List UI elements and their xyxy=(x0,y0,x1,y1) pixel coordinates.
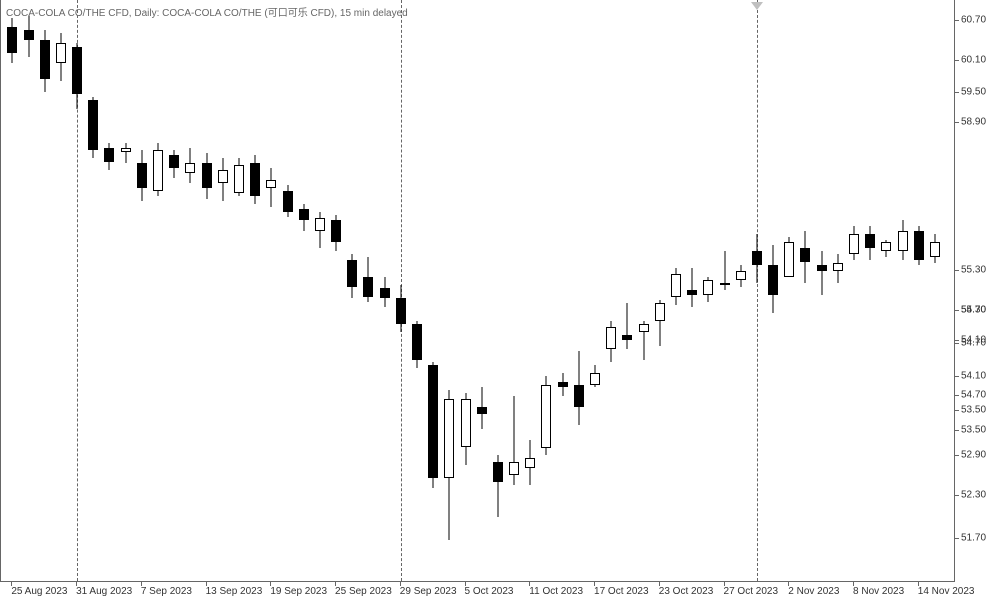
x-tick-label: 17 Oct 2023 xyxy=(594,586,648,597)
x-tick-label: 19 Sep 2023 xyxy=(270,586,327,597)
x-tick-label: 29 Sep 2023 xyxy=(400,586,457,597)
y-tick-label: 58.90 xyxy=(961,117,986,128)
candle xyxy=(396,0,406,582)
candle xyxy=(865,0,875,582)
y-axis: 60.7060.1059.5058.9055.3054.7054.1055.30… xyxy=(955,0,999,582)
candle xyxy=(7,0,17,582)
candle xyxy=(88,0,98,582)
candle xyxy=(24,0,34,582)
candle xyxy=(234,0,244,582)
x-tick-label: 27 Oct 2023 xyxy=(724,586,778,597)
candle xyxy=(800,0,810,582)
candle xyxy=(622,0,632,582)
chart-title: COCA-COLA CO/THE CFD, Daily: COCA-COLA C… xyxy=(6,4,408,19)
candle xyxy=(849,0,859,582)
candle xyxy=(477,0,487,582)
candle xyxy=(752,0,762,582)
candle xyxy=(121,0,131,582)
candle xyxy=(606,0,616,582)
candle xyxy=(574,0,584,582)
x-tick-label: 7 Sep 2023 xyxy=(141,586,192,597)
y-tick-label: 52.30 xyxy=(961,490,986,501)
candle xyxy=(768,0,778,582)
candle xyxy=(655,0,665,582)
candle xyxy=(461,0,471,582)
candle xyxy=(541,0,551,582)
x-tick-label: 31 Aug 2023 xyxy=(76,586,132,597)
candle xyxy=(56,0,66,582)
candle xyxy=(736,0,746,582)
y-tick-label: 59.50 xyxy=(961,87,986,98)
candle xyxy=(185,0,195,582)
candle xyxy=(881,0,891,582)
candle xyxy=(639,0,649,582)
candle xyxy=(283,0,293,582)
candle xyxy=(687,0,697,582)
candle xyxy=(40,0,50,582)
candle xyxy=(817,0,827,582)
x-tick-label: 23 Oct 2023 xyxy=(659,586,713,597)
candle xyxy=(380,0,390,582)
x-tick-label: 5 Oct 2023 xyxy=(465,586,514,597)
x-tick-label: 25 Aug 2023 xyxy=(11,586,67,597)
candle xyxy=(525,0,535,582)
candle xyxy=(250,0,260,582)
candle xyxy=(315,0,325,582)
y-tick-label: 53.50 xyxy=(961,405,986,416)
candle xyxy=(169,0,179,582)
candle xyxy=(72,0,82,582)
candle xyxy=(558,0,568,582)
candle xyxy=(833,0,843,582)
candle xyxy=(914,0,924,582)
candle xyxy=(509,0,519,582)
x-tick-label: 13 Sep 2023 xyxy=(206,586,263,597)
x-axis: 25 Aug 2023 31 Aug 2023 7 Sep 2023 13 Sep 2… xyxy=(0,582,955,600)
candle xyxy=(930,0,940,582)
candle xyxy=(590,0,600,582)
candle xyxy=(428,0,438,582)
candlestick-chart: COCA-COLA CO/THE CFD, Daily: COCA-COLA C… xyxy=(0,0,999,600)
candle xyxy=(363,0,373,582)
candle xyxy=(784,0,794,582)
candle xyxy=(671,0,681,582)
candle xyxy=(347,0,357,582)
y-tick-label: 52.90 xyxy=(961,450,986,461)
candle xyxy=(137,0,147,582)
candle xyxy=(266,0,276,582)
x-tick-label: 11 Oct 2023 xyxy=(529,586,583,597)
x-tick-label: 8 Nov 2023 xyxy=(853,586,904,597)
candle xyxy=(444,0,454,582)
candle xyxy=(153,0,163,582)
x-tick-label: 25 Sep 2023 xyxy=(335,586,392,597)
y-tick-label: 51.70 xyxy=(961,533,986,544)
candle xyxy=(331,0,341,582)
x-tick-label: 14 Nov 2023 xyxy=(918,586,975,597)
y-tick-label: 54.70 xyxy=(961,390,986,401)
candle xyxy=(898,0,908,582)
candle xyxy=(720,0,730,582)
y-tick-label: 54.10 xyxy=(961,371,986,382)
y-tick-label: 60.10 xyxy=(961,55,986,66)
y-tick-label: 54.10 xyxy=(961,335,986,346)
y-tick-label: 60.70 xyxy=(961,15,986,26)
candle xyxy=(202,0,212,582)
y-tick-label: 53.50 xyxy=(961,425,986,436)
plot-area[interactable] xyxy=(0,0,955,582)
candle xyxy=(218,0,228,582)
y-tick-label: 55.30 xyxy=(961,265,986,276)
candle xyxy=(104,0,114,582)
y-tick-label: 54.70 xyxy=(961,305,986,316)
candle xyxy=(299,0,309,582)
candle xyxy=(493,0,503,582)
x-tick-label: 2 Nov 2023 xyxy=(788,586,839,597)
candle xyxy=(412,0,422,582)
candle xyxy=(703,0,713,582)
